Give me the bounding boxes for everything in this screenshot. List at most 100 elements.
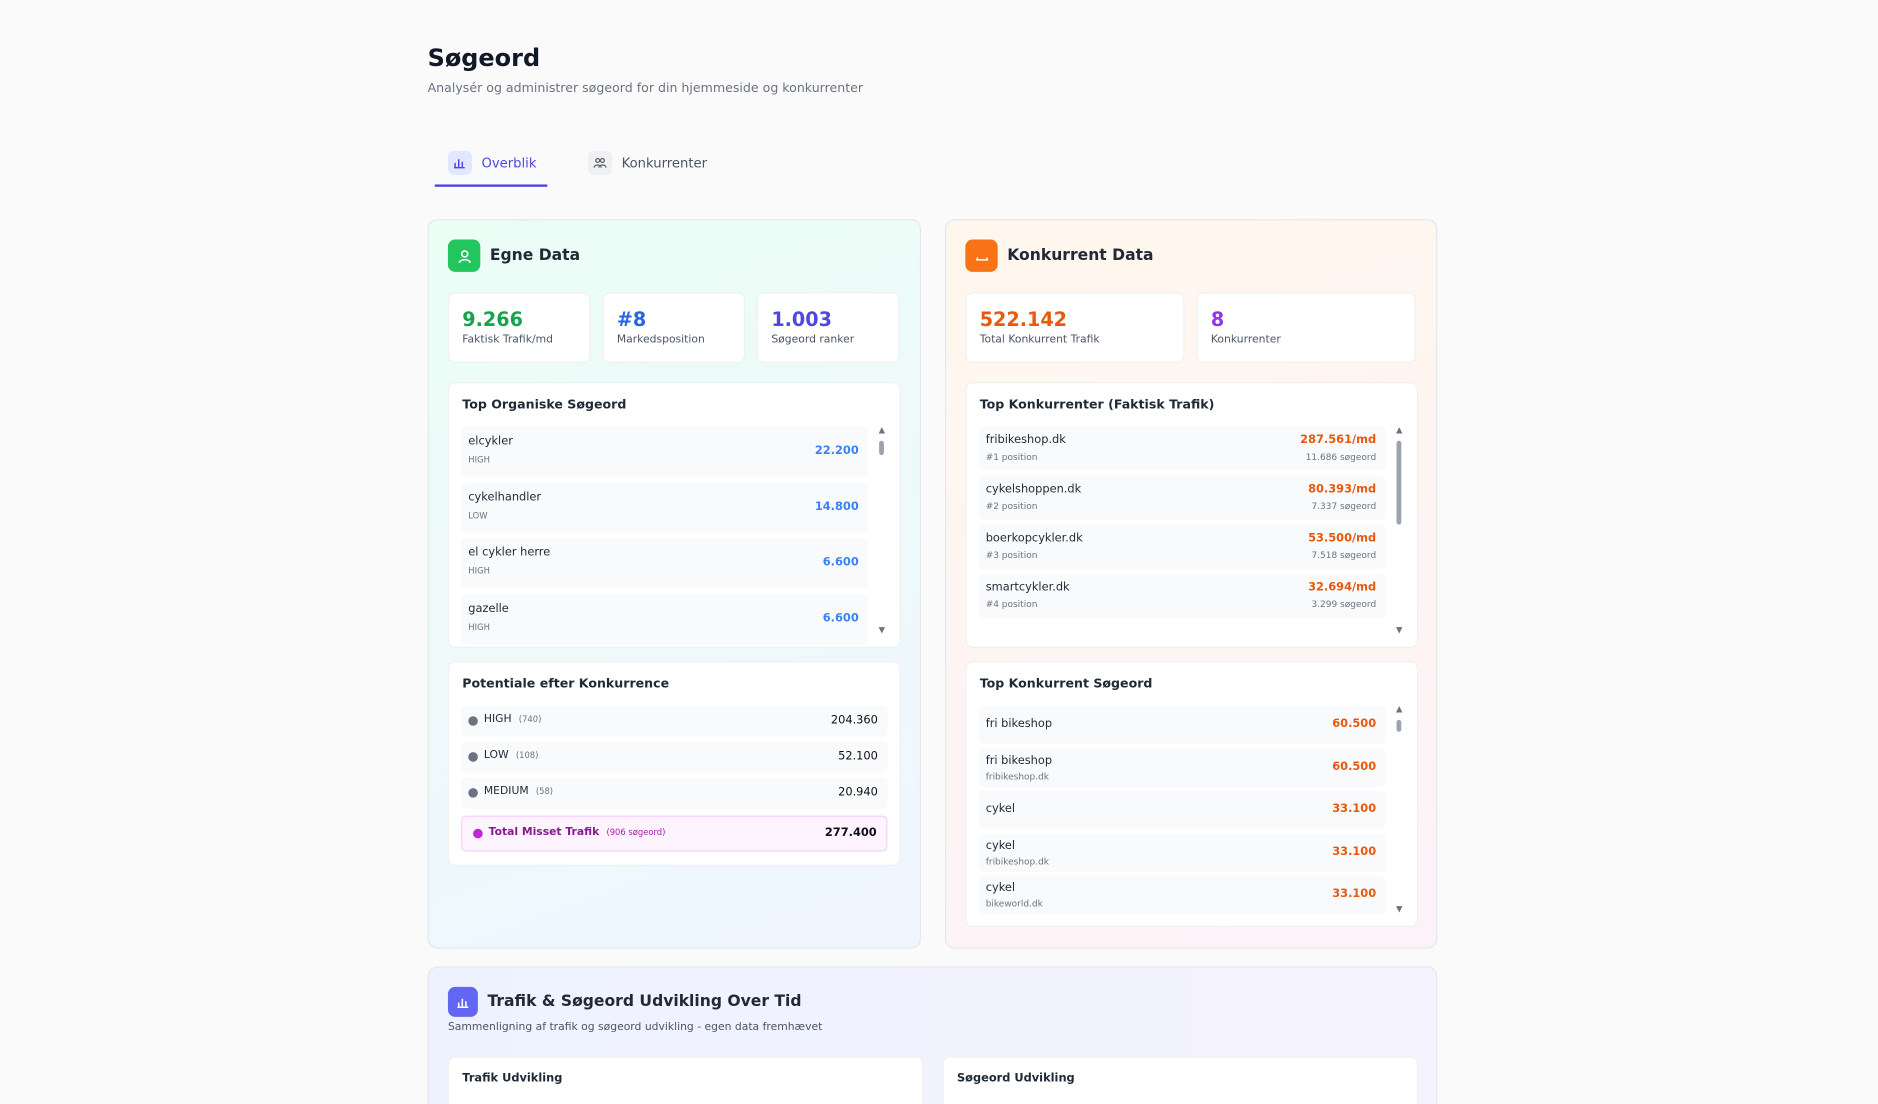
keyword: gazelle bbox=[468, 601, 509, 616]
potential-row: LOW (108) 52.100 bbox=[461, 741, 888, 773]
keyword-level: HIGH bbox=[468, 455, 490, 465]
keyword-row: gazelle HIGH 6.600 bbox=[461, 593, 869, 644]
keyword-row: elcykler HIGH 22.200 bbox=[461, 426, 869, 477]
stat-value: 522.142 bbox=[979, 307, 1068, 331]
competitor-row: smartcykler.dk #4 position 32.694/md 3.299 … bbox=[978, 573, 1386, 619]
level-count: (740) bbox=[518, 715, 542, 725]
competitor-position: #4 position bbox=[985, 598, 1038, 610]
competitor-traffic: 53.500/md bbox=[1308, 531, 1377, 545]
stat-value: #8 bbox=[616, 307, 647, 331]
keyword-volume: 6.600 bbox=[822, 555, 859, 569]
total-text: Total Misset Trafik bbox=[488, 826, 600, 839]
competitor-domain: smartcykler.dk bbox=[985, 580, 1070, 595]
dot bbox=[468, 716, 478, 726]
tab-overview[interactable]: Overblik bbox=[447, 150, 537, 175]
keyword-level: LOW bbox=[468, 510, 488, 521]
stat-label: Markedsposition bbox=[616, 334, 705, 347]
keyword-volume: 33.100 bbox=[1332, 887, 1377, 901]
tab-competitors[interactable]: Konkurrenter bbox=[588, 150, 708, 175]
tab-icon bbox=[588, 150, 613, 175]
stat-label: Konkurrenter bbox=[1210, 334, 1281, 347]
keyword: cykel bbox=[985, 802, 1016, 816]
level: HIGH bbox=[483, 713, 512, 726]
panel-title: Egne Data bbox=[489, 246, 581, 265]
keyword-row: cykelhandler LOW 14.800 bbox=[461, 482, 869, 533]
competitor-position: #2 position bbox=[985, 500, 1038, 512]
competitor-keywords: 11.686 søgeord bbox=[1305, 451, 1377, 463]
stat-label: Søgeord ranker bbox=[771, 334, 855, 347]
panel-icon bbox=[965, 239, 998, 272]
competitor-domain: fribikeshop.dk bbox=[985, 433, 1066, 447]
stat-value: 8 bbox=[1210, 307, 1225, 331]
competitor-traffic: 287.561/md bbox=[1300, 433, 1377, 447]
keyword-volume: 60.500 bbox=[1332, 717, 1377, 731]
keyword-domain: fribikeshop.dk bbox=[985, 855, 1049, 867]
scroll-up: ▲ bbox=[1396, 425, 1403, 435]
scroll-up: ▲ bbox=[1396, 704, 1403, 714]
competitor-keyword-row: fri bikeshop 60.500 bbox=[978, 705, 1386, 744]
competitor-traffic: 80.393/md bbox=[1308, 482, 1377, 496]
tab-label: Overblik bbox=[481, 155, 537, 171]
stat-card: 8 Konkurrenter bbox=[1196, 292, 1416, 363]
level: MEDIUM bbox=[483, 785, 529, 798]
keyword-volume: 33.100 bbox=[1332, 844, 1377, 859]
stat-label: Total Konkurrent Trafik bbox=[979, 334, 1100, 347]
keyword: fri bikeshop bbox=[985, 753, 1053, 768]
competitor-keyword-row: fri bikeshop fribikeshop.dk 60.500 bbox=[978, 747, 1386, 787]
dot bbox=[473, 828, 483, 839]
own-data-panel: Egne Data Top Organiske Søgeord elcykler H… bbox=[427, 219, 922, 949]
scroll-thumb bbox=[1396, 440, 1402, 525]
level-label: LOW (108) bbox=[484, 750, 539, 762]
keyword-level: HIGH bbox=[468, 566, 490, 577]
competitor-domain: boerkopcykler.dk bbox=[985, 531, 1083, 545]
competitor-position: #1 position bbox=[985, 451, 1038, 463]
keyword: cykelhandler bbox=[468, 490, 542, 504]
competitor-traffic: 32.694/md bbox=[1308, 580, 1377, 595]
panel-header: Egne Data bbox=[447, 239, 581, 272]
tab-underline bbox=[434, 184, 548, 187]
panel-header: Trafik & Søgeord Udvikling Over Tid bbox=[447, 986, 802, 1017]
card-title: Søgeord Udvikling bbox=[956, 1071, 1075, 1086]
tab-label: Konkurrenter bbox=[621, 155, 708, 171]
panel-title: Konkurrent Data bbox=[1007, 246, 1154, 265]
level-count: (108) bbox=[515, 750, 539, 761]
competitor-keyword-row: cykel bikeworld.dk 33.100 bbox=[978, 875, 1386, 914]
panel-title: Trafik & Søgeord Udvikling Over Tid bbox=[487, 992, 802, 1011]
card-title: Potentiale efter Konkurrence bbox=[462, 676, 670, 692]
potential-value: 20.940 bbox=[838, 785, 878, 799]
chart-card: Trafik Udvikling bbox=[447, 1056, 924, 1104]
keyword: cykel bbox=[985, 881, 1016, 895]
competitor-keywords: 3.299 søgeord bbox=[1311, 598, 1377, 610]
panel-subtitle: Sammenligning af trafik og søgeord udvik… bbox=[447, 1021, 823, 1034]
competitor-keywords: 7.518 søgeord bbox=[1311, 549, 1377, 561]
level-label: MEDIUM (58) bbox=[484, 786, 553, 798]
top-keywords-card: Top Organiske Søgeord elcykler HIGH 22.200 c… bbox=[447, 382, 901, 648]
keyword-volume: 22.200 bbox=[814, 444, 859, 458]
stat-card: 1.003 Søgeord ranker bbox=[756, 292, 900, 363]
competitor-row: boerkopcykler.dk #3 position 53.500/md 7.51… bbox=[978, 524, 1386, 569]
stat-card: 9.266 Faktisk Trafik/md bbox=[447, 292, 591, 363]
potential-card: Potentiale efter Konkurrence HIGH (740) 204… bbox=[447, 661, 901, 866]
total-row: Total Misset Trafik (906 søgeord) 277.400 bbox=[461, 815, 888, 852]
level-count: (58) bbox=[535, 786, 554, 797]
page-subtitle: Analysér og administrer søgeord for din … bbox=[427, 81, 864, 96]
panel-icon bbox=[447, 986, 478, 1017]
keyword-level: HIGH bbox=[468, 622, 490, 632]
card-title: Top Konkurrent Søgeord bbox=[979, 676, 1153, 692]
scroll-down: ▼ bbox=[1396, 625, 1403, 635]
potential-value: 204.360 bbox=[830, 713, 878, 728]
dot bbox=[468, 788, 478, 798]
tab-icon bbox=[447, 150, 472, 175]
top-competitors-card: Top Konkurrenter (Faktisk Trafik) fribike… bbox=[965, 382, 1419, 648]
stat-value: 1.003 bbox=[771, 307, 832, 331]
scroll-down: ▼ bbox=[878, 625, 886, 635]
panel-icon bbox=[447, 239, 481, 272]
competitor-panel: Konkurrent Data Top Konkurrenter (Faktis… bbox=[944, 219, 1438, 949]
competitor-keyword-row: cykel 33.100 bbox=[978, 790, 1386, 829]
competitor-keywords: 7.337 søgeord bbox=[1311, 500, 1377, 512]
card-title: Top Konkurrenter (Faktisk Trafik) bbox=[979, 397, 1215, 413]
card-title: Top Organiske Søgeord bbox=[462, 397, 627, 413]
chart-card: Søgeord Udvikling bbox=[942, 1056, 1419, 1104]
card-title: Trafik Udvikling bbox=[462, 1071, 563, 1086]
